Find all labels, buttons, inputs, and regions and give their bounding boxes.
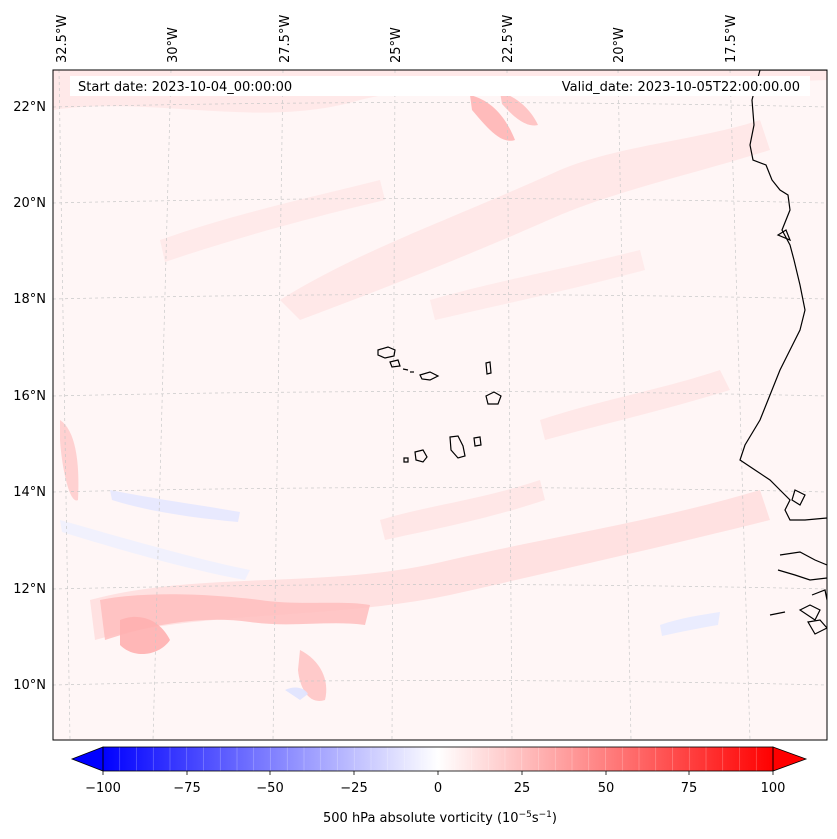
graticule — [52, 69, 828, 741]
cb-tick-label: −100 — [85, 781, 121, 796]
lon-label-30w: 30°W — [166, 27, 181, 63]
cb-title-exp1: −5 — [519, 810, 532, 820]
cb-tick-label: 50 — [598, 781, 615, 796]
cb-tick-label: 0 — [434, 781, 442, 796]
cb-title-text: 500 hPa absolute vorticity (10 — [323, 811, 519, 826]
colorbar-title: 500 hPa absolute vorticity (10−5s−1) — [323, 810, 557, 826]
lat-label-12n: 12°N — [13, 582, 46, 597]
cb-tick-label: 100 — [761, 781, 786, 796]
africa-coastline — [739, 70, 827, 521]
map-panel: Start date: 2023-10-04_00:00:00 Valid_da… — [13, 15, 828, 741]
lon-label-27-5w: 27.5°W — [278, 15, 293, 63]
sao-vicente — [389, 359, 401, 368]
start-date-label: Start date: 2023-10-04_00:00:00 — [78, 80, 292, 95]
longitude-labels: 32.5°W 30°W 27.5°W 25°W 22.5°W 20°W 17.5… — [55, 15, 739, 63]
brava — [403, 457, 409, 463]
colorbar-tick-marks — [102, 771, 774, 775]
lon-label-25w: 25°W — [389, 27, 404, 63]
header-band — [70, 76, 810, 96]
colorbar-min-extend — [70, 746, 104, 772]
fogo — [414, 449, 428, 463]
boa-vista — [485, 391, 502, 405]
santiago — [449, 435, 466, 459]
valid-date-label: Valid_date: 2023-10-05T22:00:00.00 — [562, 80, 800, 95]
lon-label-22-5w: 22.5°W — [501, 15, 516, 63]
sal — [485, 361, 492, 375]
cb-tick-label: 25 — [514, 781, 531, 796]
colorbar-tick-labels: −100 −75 −50 −25 0 25 50 75 100 — [85, 781, 785, 796]
colorbar-gradient — [103, 747, 773, 771]
latitude-labels: 22°N 20°N 18°N 16°N 14°N 12°N 10°N — [13, 100, 46, 693]
sao-nicolau — [419, 371, 440, 381]
lat-label-20n: 20°N — [13, 196, 46, 211]
lon-label-17-5w: 17.5°W — [724, 15, 739, 63]
cb-title-exp2: −1 — [539, 810, 552, 820]
lat-label-22n: 22°N — [13, 100, 46, 115]
lat-label-10n: 10°N — [13, 678, 46, 693]
lat-label-16n: 16°N — [13, 389, 46, 404]
cb-title-mid: s — [532, 811, 539, 826]
cb-title-end: ) — [552, 811, 557, 826]
lat-label-14n: 14°N — [13, 485, 46, 500]
lon-label-32-5w: 32.5°W — [55, 15, 70, 63]
lon-label-20w: 20°W — [612, 27, 627, 63]
maio — [473, 436, 482, 447]
map-frame — [52, 69, 828, 741]
cb-tick-label: −75 — [173, 781, 200, 796]
cb-tick-label: 75 — [681, 781, 698, 796]
lat-label-18n: 18°N — [13, 292, 46, 307]
cb-tick-label: −50 — [256, 781, 283, 796]
santo-antao — [377, 346, 396, 359]
colorbar: −100 −75 −50 −25 0 25 50 75 100 500 hPa … — [70, 746, 808, 826]
coastlines — [377, 70, 827, 635]
cb-tick-label: −25 — [340, 781, 367, 796]
colorbar-max-extend — [772, 746, 808, 772]
